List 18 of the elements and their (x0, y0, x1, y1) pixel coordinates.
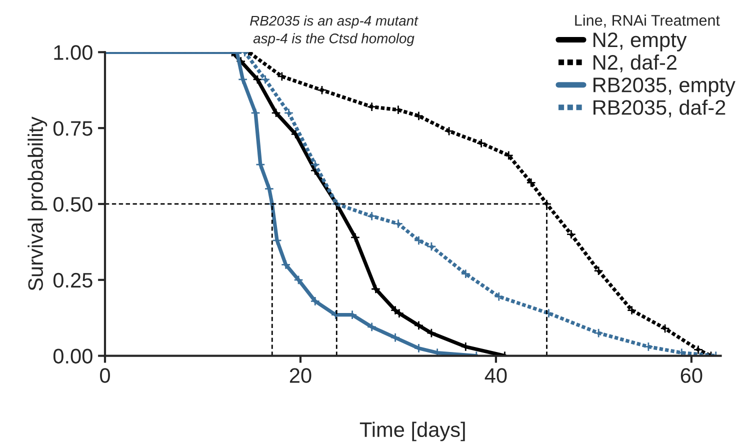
x-tick-label: 20 (290, 368, 312, 383)
legend-label: RB2035, empty (594, 78, 736, 96)
text: RB2035 is an asp-4 mutant (250, 15, 418, 28)
x-tick-label: 60 (680, 368, 702, 383)
y-tick-label: 0.25 (53, 272, 92, 288)
legend-label: RB2035, daf-2 (594, 100, 726, 118)
text: asp-4 is the Ctsd homolog (253, 33, 414, 46)
y-tick-label: 1.00 (54, 45, 92, 60)
legend-label: N2, daf-2 (594, 54, 676, 72)
y-axis-title: Survival probability (28, 116, 48, 290)
legend-label: N2, empty (594, 32, 687, 52)
y-tick-label: 0.00 (53, 348, 92, 364)
y-tick-label: 0.75 (53, 121, 92, 136)
legend-title: Line, RNAi Treatment (575, 14, 720, 28)
y-tick-label: 0.50 (53, 196, 92, 212)
x-tick-label: 40 (484, 368, 507, 383)
x-tick-label: 0 (100, 368, 110, 383)
x-axis-title: Time [days] (360, 422, 465, 442)
